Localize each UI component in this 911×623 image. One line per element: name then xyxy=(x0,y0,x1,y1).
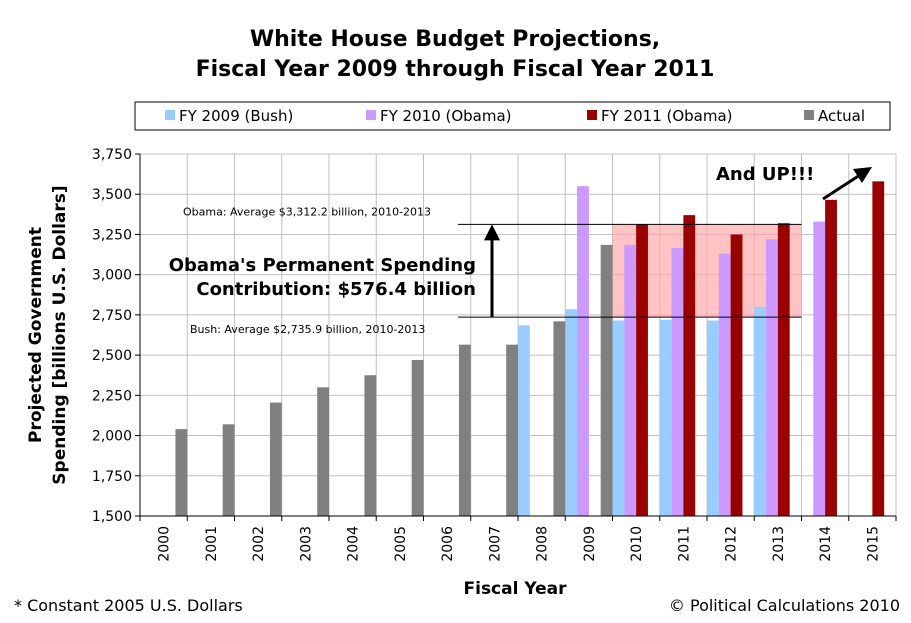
bar-fy-2010-obama--2014 xyxy=(813,221,826,516)
bar-fy-2010-obama--2010 xyxy=(624,244,637,516)
legend-box xyxy=(134,101,891,131)
bar-fy-2011-obama--2011 xyxy=(683,215,696,517)
callout-line2: Contribution: $576.4 billion xyxy=(196,279,476,300)
x-axis-title: Fiscal Year xyxy=(464,579,568,599)
bar-actual-2005 xyxy=(411,359,424,516)
bar-fy-2011-obama--2015 xyxy=(872,181,885,516)
and-up-label: And UP!!! xyxy=(716,164,814,185)
callout-line1: Obama's Permanent Spending xyxy=(169,255,476,276)
y-tick-label: 2,500 xyxy=(92,348,132,364)
bar-actual-2001 xyxy=(222,424,235,516)
x-tick-label: 2000 xyxy=(157,526,173,562)
x-tick-label: 2014 xyxy=(818,526,834,562)
y-tick-label: 3,500 xyxy=(92,187,132,203)
legend-label: FY 2011 (Obama) xyxy=(601,107,733,125)
bar-fy-2009-bush--2010 xyxy=(612,320,625,516)
obama-average-label: Obama: Average $3,312.2 billion, 2010-20… xyxy=(183,205,431,218)
legend-label: Actual xyxy=(818,107,865,125)
y-axis-title-line1: Projected Government xyxy=(26,227,46,443)
and-up-arrow xyxy=(822,173,861,201)
x-tick-label: 2012 xyxy=(724,526,740,562)
x-tick-label: 2010 xyxy=(629,526,645,562)
x-tick-label: 2003 xyxy=(298,526,314,562)
x-tick-label: 2011 xyxy=(676,526,692,562)
annotations: Obama: Average $3,312.2 billion, 2010-20… xyxy=(169,164,872,336)
x-tick-label: 2015 xyxy=(865,526,881,562)
axes xyxy=(135,153,897,521)
chart-title-line2: Fiscal Year 2009 through Fiscal Year 201… xyxy=(196,57,715,82)
x-tick-labels: 2000 2001 2002 2003 2004 2005 2006 2007 2008 2009… xyxy=(157,526,882,562)
x-tick-label: 2007 xyxy=(487,526,503,562)
x-tick-label: 2005 xyxy=(393,526,409,562)
x-tick-label: 2008 xyxy=(535,526,551,562)
bar-fy-2010-obama--2013 xyxy=(766,239,778,516)
footer-credit: © Political Calculations 2010 xyxy=(669,596,900,615)
bush-average-label: Bush: Average $2,735.9 billion, 2010-201… xyxy=(190,323,425,336)
bar-actual-2009 xyxy=(600,244,613,516)
bar-actual-2007 xyxy=(506,344,518,516)
bar-actual-2004 xyxy=(364,375,377,516)
y-tick-label: 2,750 xyxy=(92,308,132,324)
bars xyxy=(175,181,885,517)
y-tick-labels: 1,500 1,750 2,000 2,250 2,500 2,750 3,000 3,250… xyxy=(92,147,132,525)
legend-swatch xyxy=(587,110,597,120)
bar-actual-2003 xyxy=(317,387,329,516)
legend-swatch xyxy=(804,110,814,120)
bar-actual-2006 xyxy=(458,344,471,516)
y-tick-label: 1,750 xyxy=(92,469,132,485)
contribution-arrow-head xyxy=(484,224,500,241)
bar-fy-2010-obama--2012 xyxy=(718,253,731,517)
y-tick-label: 3,000 xyxy=(92,268,132,284)
x-tick-label: 2013 xyxy=(771,526,787,562)
plot-area: 1,500 1,750 2,000 2,250 2,500 2,750 3,000 3,250… xyxy=(92,147,897,562)
bar-actual-2002 xyxy=(269,402,282,516)
bar-fy-2010-obama--2011 xyxy=(671,248,684,516)
bar-fy-2009-bush--2009 xyxy=(565,309,578,516)
footer-note: * Constant 2005 U.S. Dollars xyxy=(14,596,243,615)
legend-label: FY 2009 (Bush) xyxy=(179,107,293,125)
bar-fy-2011-obama--2010 xyxy=(636,223,648,516)
bar-actual-2000 xyxy=(175,429,188,516)
bar-fy-2011-obama--2013 xyxy=(777,223,790,516)
y-tick-label: 3,750 xyxy=(92,147,132,163)
bar-fy-2011-obama--2014 xyxy=(825,199,837,516)
x-tick-label: 2006 xyxy=(440,526,456,562)
bar-fy-2010-obama--2009 xyxy=(577,186,589,516)
y-axis-title: Projected Government Spending [billions … xyxy=(26,185,70,484)
legend-swatch xyxy=(165,110,175,120)
y-tick-label: 2,000 xyxy=(92,429,132,445)
bar-fy-2009-bush--2008 xyxy=(518,325,530,516)
x-tick-label: 2009 xyxy=(582,526,598,562)
and-up-arrow-head xyxy=(853,167,872,183)
x-tick-label: 2001 xyxy=(204,526,220,562)
y-axis-title-line2: Spending [billions U.S. Dollars] xyxy=(50,185,70,484)
x-tick-label: 2004 xyxy=(346,526,362,562)
bar-fy-2009-bush--2011 xyxy=(659,319,672,516)
legend-label: FY 2010 (Obama) xyxy=(380,107,512,125)
y-tick-label: 2,250 xyxy=(92,388,132,404)
chart-title-line1: White House Budget Projections, xyxy=(250,27,660,52)
legend-swatch xyxy=(366,110,376,120)
bar-fy-2011-obama--2012 xyxy=(730,234,743,516)
y-tick-label: 3,250 xyxy=(92,227,132,243)
bar-fy-2009-bush--2012 xyxy=(707,320,719,516)
y-tick-label: 1,500 xyxy=(92,509,132,525)
x-tick-label: 2002 xyxy=(251,526,267,562)
bar-fy-2009-bush--2013 xyxy=(754,306,767,516)
bar-actual-2008 xyxy=(553,321,566,516)
legend: FY 2009 (Bush) FY 2010 (Obama) FY 2011 (Ob… xyxy=(134,101,891,131)
